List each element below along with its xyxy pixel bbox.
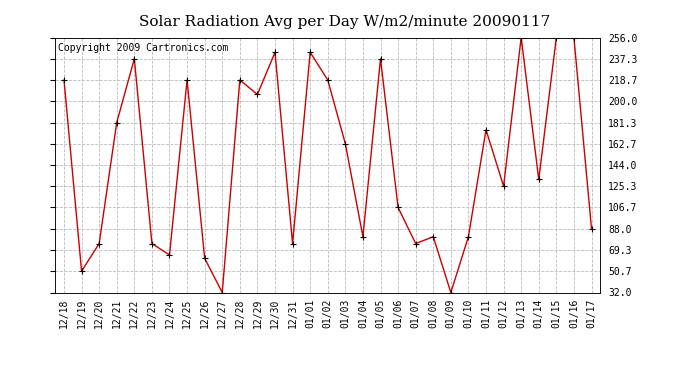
- Text: Solar Radiation Avg per Day W/m2/minute 20090117: Solar Radiation Avg per Day W/m2/minute …: [139, 15, 551, 29]
- Text: Copyright 2009 Cartronics.com: Copyright 2009 Cartronics.com: [58, 43, 228, 52]
